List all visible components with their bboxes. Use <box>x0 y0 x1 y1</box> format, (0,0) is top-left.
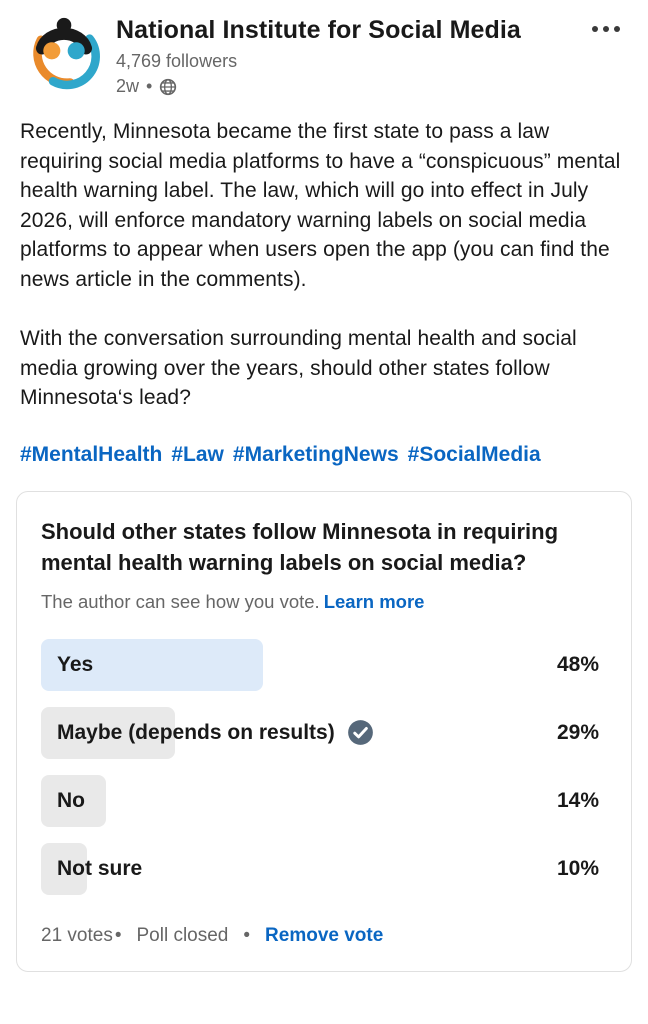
poll-footer: 21 votes • Poll closed • Remove vote <box>41 925 599 947</box>
header-text: National Institute for Social Media 4,76… <box>116 14 521 97</box>
poll-disclaimer: The author can see how you vote. Learn mo… <box>41 591 599 613</box>
footer-separator: • <box>243 924 251 946</box>
poll-option-notsure: Not sure 10% <box>41 842 599 895</box>
post-meta: 2w • <box>116 76 521 97</box>
org-name[interactable]: National Institute for Social Media <box>116 16 521 44</box>
meta-separator: • <box>146 76 153 96</box>
post-body: Recently, Minnesota became the first sta… <box>0 117 648 467</box>
poll-option-no: No 14% <box>41 774 599 827</box>
globe-visibility-icon <box>159 78 177 96</box>
poll-option-maybe: Maybe (depends on results) 29% <box>41 706 599 759</box>
hashtag-law[interactable]: #Law <box>171 442 224 466</box>
poll-option-label: No <box>57 788 85 812</box>
poll-card: Should other states follow Minnesota in … <box>16 490 632 972</box>
hashtag-socialmedia[interactable]: #SocialMedia <box>407 442 541 466</box>
org-avatar[interactable] <box>24 14 104 94</box>
poll-bar <box>41 638 263 691</box>
poll-status: Poll closed <box>136 924 229 946</box>
post-paragraph-1: Recently, Minnesota became the first sta… <box>20 120 621 291</box>
hashtag-row: #MentalHealth #Law #MarketingNews #SocialMe… <box>20 443 626 467</box>
poll-bar <box>41 842 87 895</box>
poll-option-label: Not sure <box>57 856 143 880</box>
hashtag-mentalhealth[interactable]: #MentalHealth <box>20 442 163 466</box>
poll-option-percent: 48% <box>556 652 599 676</box>
learn-more-link[interactable]: Learn more <box>323 590 425 612</box>
poll-option-percent: 10% <box>556 856 599 880</box>
poll-option-label: Maybe (depends on results) <box>57 707 374 759</box>
poll-option-percent: 29% <box>556 720 599 744</box>
poll-bar <box>41 774 106 827</box>
post-age: 2w <box>116 76 140 96</box>
post-options-menu-icon[interactable] <box>586 20 626 38</box>
remove-vote-link[interactable]: Remove vote <box>265 924 384 946</box>
poll-option-percent: 14% <box>556 788 599 812</box>
poll-option-label: Yes <box>57 652 94 676</box>
vote-check-icon <box>347 719 374 746</box>
post-paragraph-2: With the conversation surrounding mental… <box>20 327 577 409</box>
footer-separator: • <box>114 924 122 946</box>
org-logo-icon <box>25 13 103 96</box>
vote-count: 21 votes <box>41 924 113 946</box>
hashtag-marketingnews[interactable]: #MarketingNews <box>232 442 399 466</box>
poll-bar <box>41 706 175 759</box>
poll-disclaimer-text: The author can see how you vote. <box>41 590 320 612</box>
org-followers: 4,769 followers <box>116 51 238 71</box>
poll-option-yes: Yes 48% <box>41 638 599 691</box>
post-header: National Institute for Social Media 4,76… <box>0 0 648 97</box>
poll-question: Should other states follow Minnesota in … <box>41 518 559 575</box>
poll-options: Yes 48% Maybe (depends on results) 29% N… <box>41 638 599 895</box>
